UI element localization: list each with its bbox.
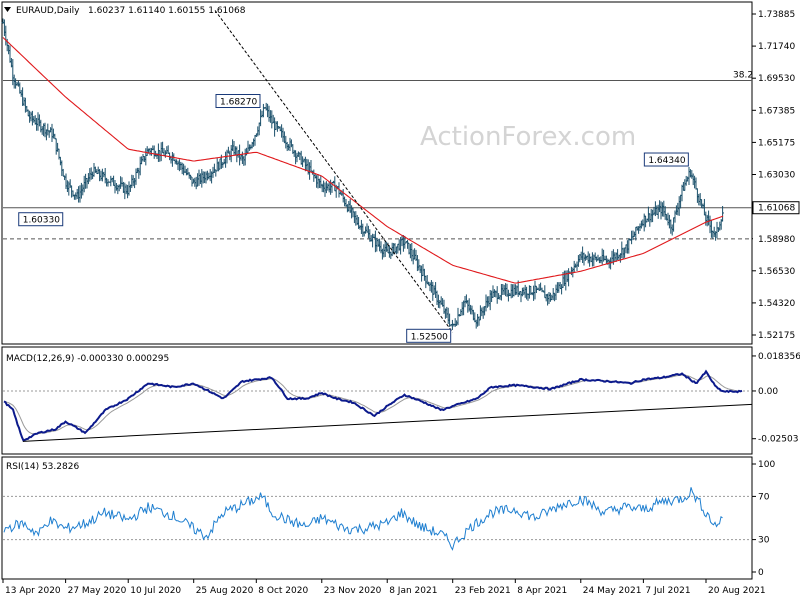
rsi-layer bbox=[3, 487, 752, 551]
price-axis-label: 1.65175 bbox=[758, 138, 795, 148]
price-axis-label: 1.56530 bbox=[758, 267, 795, 277]
date-axis-label: 24 May 2021 bbox=[583, 586, 642, 596]
price-label-box bbox=[643, 152, 689, 167]
axis-price-tag-label: 1.58980 bbox=[758, 235, 795, 245]
price-panel bbox=[1, 1, 753, 345]
date-axis-label: 27 May 2020 bbox=[68, 586, 127, 596]
price-axis-label: 1.67385 bbox=[758, 106, 795, 116]
price-bar bbox=[721, 205, 724, 222]
date-axis-label: 8 Apr 2021 bbox=[517, 586, 567, 596]
watermark: ActionForex.com bbox=[420, 122, 636, 152]
price-axis-label: 1.54320 bbox=[758, 299, 795, 309]
date-axis-label: 20 Aug 2021 bbox=[708, 586, 766, 596]
price-axis-label: 1.73885 bbox=[758, 10, 795, 20]
price-bar bbox=[262, 103, 265, 118]
rsi-line bbox=[3, 487, 723, 551]
price-label-box bbox=[406, 328, 452, 343]
chart-menu-icon[interactable] bbox=[4, 7, 11, 12]
macd-axis-label: -0.02503 bbox=[758, 435, 798, 445]
rsi-axis-label: 70 bbox=[758, 492, 770, 502]
macd-layer bbox=[3, 369, 753, 442]
rsi-title: RSI(14) 53.2826 bbox=[6, 462, 79, 472]
date-axis-label: 23 Feb 2021 bbox=[455, 586, 511, 596]
date-axis-label: 10 Jul 2020 bbox=[130, 586, 181, 596]
axis-price-tag bbox=[753, 232, 799, 245]
price-axis-label: 1.52175 bbox=[758, 331, 795, 341]
price-label-box bbox=[18, 212, 64, 227]
rsi-panel bbox=[1, 456, 753, 580]
price-layer: 38.2 1.68270 1.60330 1.52500 1.64340 bbox=[1, 10, 753, 343]
date-axis-label: 13 Apr 2020 bbox=[5, 586, 61, 596]
macd-line bbox=[3, 369, 743, 442]
macd-title: MACD(12,26,9) -0.000330 0.000295 bbox=[6, 354, 169, 364]
axis-layer: 1.73885 1.71740 1.69530 1.67385 1.65175 1.630… bbox=[2, 10, 800, 596]
price-label: 1.60330 bbox=[23, 216, 60, 226]
axis-price-tag bbox=[752, 201, 800, 215]
price-label-box bbox=[215, 94, 261, 109]
moving-average-line bbox=[2, 37, 724, 284]
rsi-axis-label: 30 bbox=[758, 536, 770, 546]
date-axis-label: 23 Nov 2020 bbox=[324, 586, 382, 596]
price-axis-label: 1.69530 bbox=[758, 74, 795, 84]
rsi-axis-label: 0 bbox=[758, 568, 764, 578]
macd-axis-label: 0.00 bbox=[758, 387, 778, 397]
price-axis-label: 1.63030 bbox=[758, 171, 795, 181]
macd-axis-label: 0.018356 bbox=[758, 352, 800, 362]
price-bar bbox=[456, 307, 460, 326]
rsi-axis-label: 100 bbox=[758, 460, 775, 470]
price-label: 1.68270 bbox=[220, 98, 257, 108]
date-axis-label: 25 Aug 2020 bbox=[196, 586, 254, 596]
macd-panel bbox=[1, 346, 753, 455]
macd-trendline bbox=[22, 403, 753, 442]
date-axis-label: 8 Oct 2020 bbox=[258, 586, 308, 596]
axis-price-tag-label: 1.61068 bbox=[758, 204, 795, 214]
price-label: 1.52500 bbox=[411, 332, 448, 342]
ohlc-values: 1.60237 1.61140 1.60155 1.61068 bbox=[88, 6, 246, 16]
price-axis-label: 1.71740 bbox=[758, 42, 795, 52]
price-label: 1.64340 bbox=[648, 156, 685, 166]
symbol-title: EURAUD,Daily bbox=[16, 6, 80, 16]
fib-level-label: 38.2 bbox=[733, 71, 753, 81]
date-axis-label: 8 Jan 2021 bbox=[389, 586, 437, 596]
date-axis-label: 7 Jul 2021 bbox=[645, 586, 690, 596]
down-trendline bbox=[214, 10, 454, 333]
